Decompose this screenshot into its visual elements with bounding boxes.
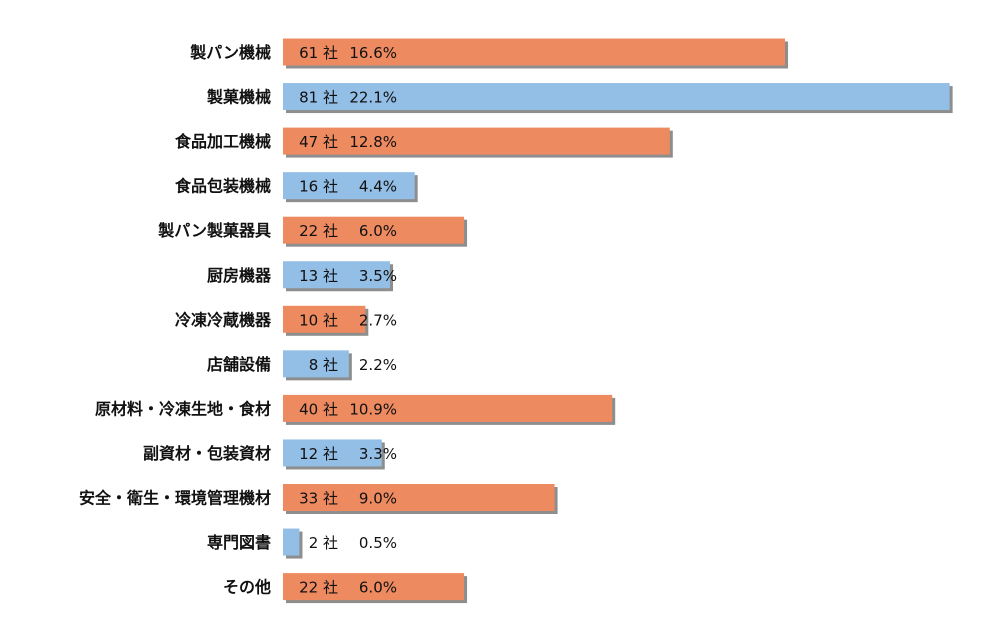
bar-12: [283, 528, 300, 556]
category-label-8: 店舗設備: [207, 355, 271, 374]
category-label-7: 冷凍冷蔵機器: [175, 310, 272, 329]
category-label-5: 製パン製菓器具: [157, 221, 271, 240]
percent-label-13: 6.0%: [359, 579, 397, 597]
category-label-10: 副資材・包装資材: [143, 444, 271, 463]
bar-8: [283, 350, 349, 378]
percent-label-5: 6.0%: [359, 222, 397, 240]
count-label-9: 40 社: [299, 400, 338, 418]
percent-label-6: 3.5%: [359, 267, 397, 285]
bar-4: [283, 172, 415, 200]
bar-13: [283, 573, 465, 601]
percent-label-12: 0.5%: [359, 534, 397, 552]
category-label-12: 専門図書: [207, 533, 271, 552]
bar-3: [283, 127, 670, 155]
percent-label-9: 10.9%: [349, 400, 397, 418]
bar-1: [283, 38, 786, 66]
category-label-4: 食品包装機械: [174, 177, 271, 196]
count-label-12: 2 社: [309, 534, 338, 552]
percent-label-10: 3.3%: [359, 445, 397, 463]
bar-10: [283, 439, 382, 467]
bar-5: [283, 216, 465, 244]
count-label-10: 12 社: [299, 445, 338, 463]
category-label-3: 食品加工機械: [174, 132, 271, 151]
bar-11: [283, 484, 555, 511]
bar-6: [283, 261, 390, 289]
category-label-1: 製パン機械: [189, 43, 271, 62]
bar-2: [283, 83, 950, 111]
bar-7: [283, 305, 366, 333]
count-label-3: 47 社: [299, 133, 338, 151]
count-label-8: 8 社: [309, 356, 338, 374]
category-label-2: 製菓機械: [206, 88, 271, 107]
percent-label-1: 16.6%: [349, 44, 397, 62]
count-label-4: 16 社: [299, 178, 338, 196]
category-label-9: 原材料・冷凍生地・食材: [95, 399, 271, 418]
percent-label-8: 2.2%: [359, 356, 397, 374]
count-label-7: 10 社: [299, 311, 338, 329]
category-label-13: その他: [223, 578, 271, 597]
count-label-5: 22 社: [299, 222, 338, 240]
percent-label-2: 22.1%: [349, 89, 397, 107]
percent-label-7: 2.7%: [359, 311, 397, 329]
count-label-2: 81 社: [299, 89, 338, 107]
count-label-1: 61 社: [299, 44, 338, 62]
category-label-6: 厨房機器: [207, 266, 272, 285]
percent-label-11: 9.0%: [359, 490, 397, 508]
percent-label-4: 4.4%: [359, 178, 397, 196]
percent-label-3: 12.8%: [349, 133, 397, 151]
count-label-13: 22 社: [299, 579, 338, 597]
category-label-11: 安全・衛生・環境管理機材: [79, 489, 271, 508]
count-label-11: 33 社: [299, 490, 338, 508]
bar-9: [283, 394, 613, 422]
count-label-6: 13 社: [299, 267, 338, 285]
